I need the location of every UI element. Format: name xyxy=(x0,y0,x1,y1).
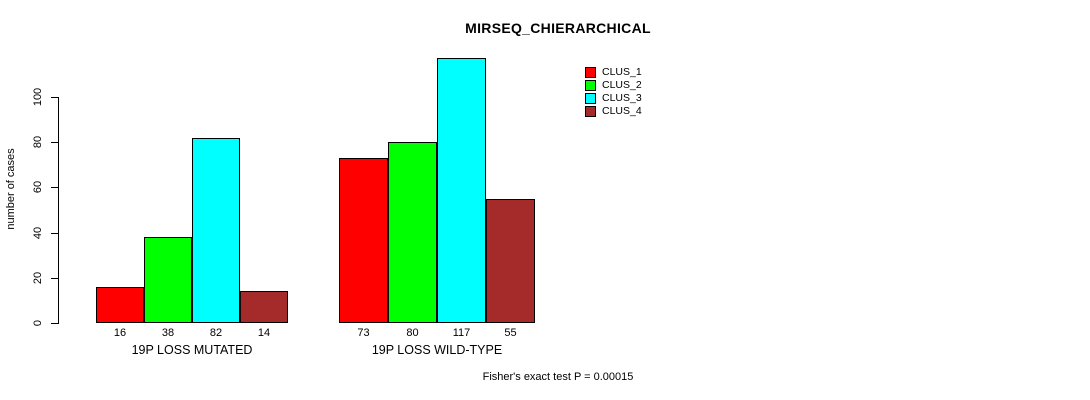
y-axis-tick-label: 40 xyxy=(32,226,44,240)
y-axis-label: number of cases xyxy=(5,148,17,230)
bar-clus-1-group1 xyxy=(96,287,144,323)
legend-item-clus-2: CLUS_2 xyxy=(585,79,642,92)
legend-item-clus-4: CLUS_4 xyxy=(585,105,642,118)
x-category-label: 19P LOSS MUTATED xyxy=(131,343,253,357)
legend-label-clus-4: CLUS_4 xyxy=(602,105,642,117)
legend-item-clus-1: CLUS_1 xyxy=(585,66,642,79)
y-axis-tick-label: 20 xyxy=(32,271,44,285)
bar-clus-3-group1 xyxy=(192,138,240,323)
bar-clus-2-group2 xyxy=(388,142,437,323)
bar-clus-1-group2 xyxy=(339,158,388,323)
legend-label-clus-3: CLUS_3 xyxy=(602,92,642,104)
legend-swatch-clus-4 xyxy=(585,106,596,117)
x-category-label: 19P LOSS WILD-TYPE xyxy=(371,343,503,357)
bar-clus-3-group2 xyxy=(437,58,486,323)
bar-value-label: 73 xyxy=(357,327,370,339)
y-axis-tick xyxy=(51,142,58,143)
y-axis-tick xyxy=(51,278,58,279)
y-axis-tick xyxy=(51,97,58,98)
y-axis-tick xyxy=(51,323,58,324)
legend-swatch-clus-1 xyxy=(585,67,596,78)
y-axis-tick-label: 80 xyxy=(32,135,44,149)
legend-swatch-clus-3 xyxy=(585,93,596,104)
bar-value-label: 16 xyxy=(113,327,127,339)
chart-title: MIRSEQ_CHIERARCHICAL xyxy=(465,20,651,36)
y-axis-line xyxy=(58,97,59,324)
y-axis-tick-label: 100 xyxy=(32,87,44,107)
bar-clus-2-group1 xyxy=(144,237,192,323)
bar-value-label: 14 xyxy=(257,327,271,339)
legend-swatch-clus-2 xyxy=(585,80,596,91)
bar-value-label: 38 xyxy=(161,327,175,339)
y-axis-tick xyxy=(51,187,58,188)
y-axis-tick xyxy=(51,233,58,234)
bar-value-label: 82 xyxy=(209,327,223,339)
y-axis-tick-label: 60 xyxy=(32,180,44,194)
bar-value-label: 117 xyxy=(452,327,471,339)
bar-clus-4-group2 xyxy=(486,199,535,323)
legend-item-clus-3: CLUS_3 xyxy=(585,92,642,105)
legend-label-clus-2: CLUS_2 xyxy=(602,79,642,91)
y-axis-tick-label: 0 xyxy=(32,319,44,327)
legend: CLUS_1 CLUS_2 CLUS_3 CLUS_4 xyxy=(585,66,642,118)
bar-value-label: 55 xyxy=(504,327,517,339)
legend-label-clus-1: CLUS_1 xyxy=(602,66,642,78)
bar-clus-4-group1 xyxy=(240,291,288,323)
stat-annotation: Fisher's exact test P = 0.00015 xyxy=(482,371,634,383)
bar-value-label: 80 xyxy=(406,327,419,339)
